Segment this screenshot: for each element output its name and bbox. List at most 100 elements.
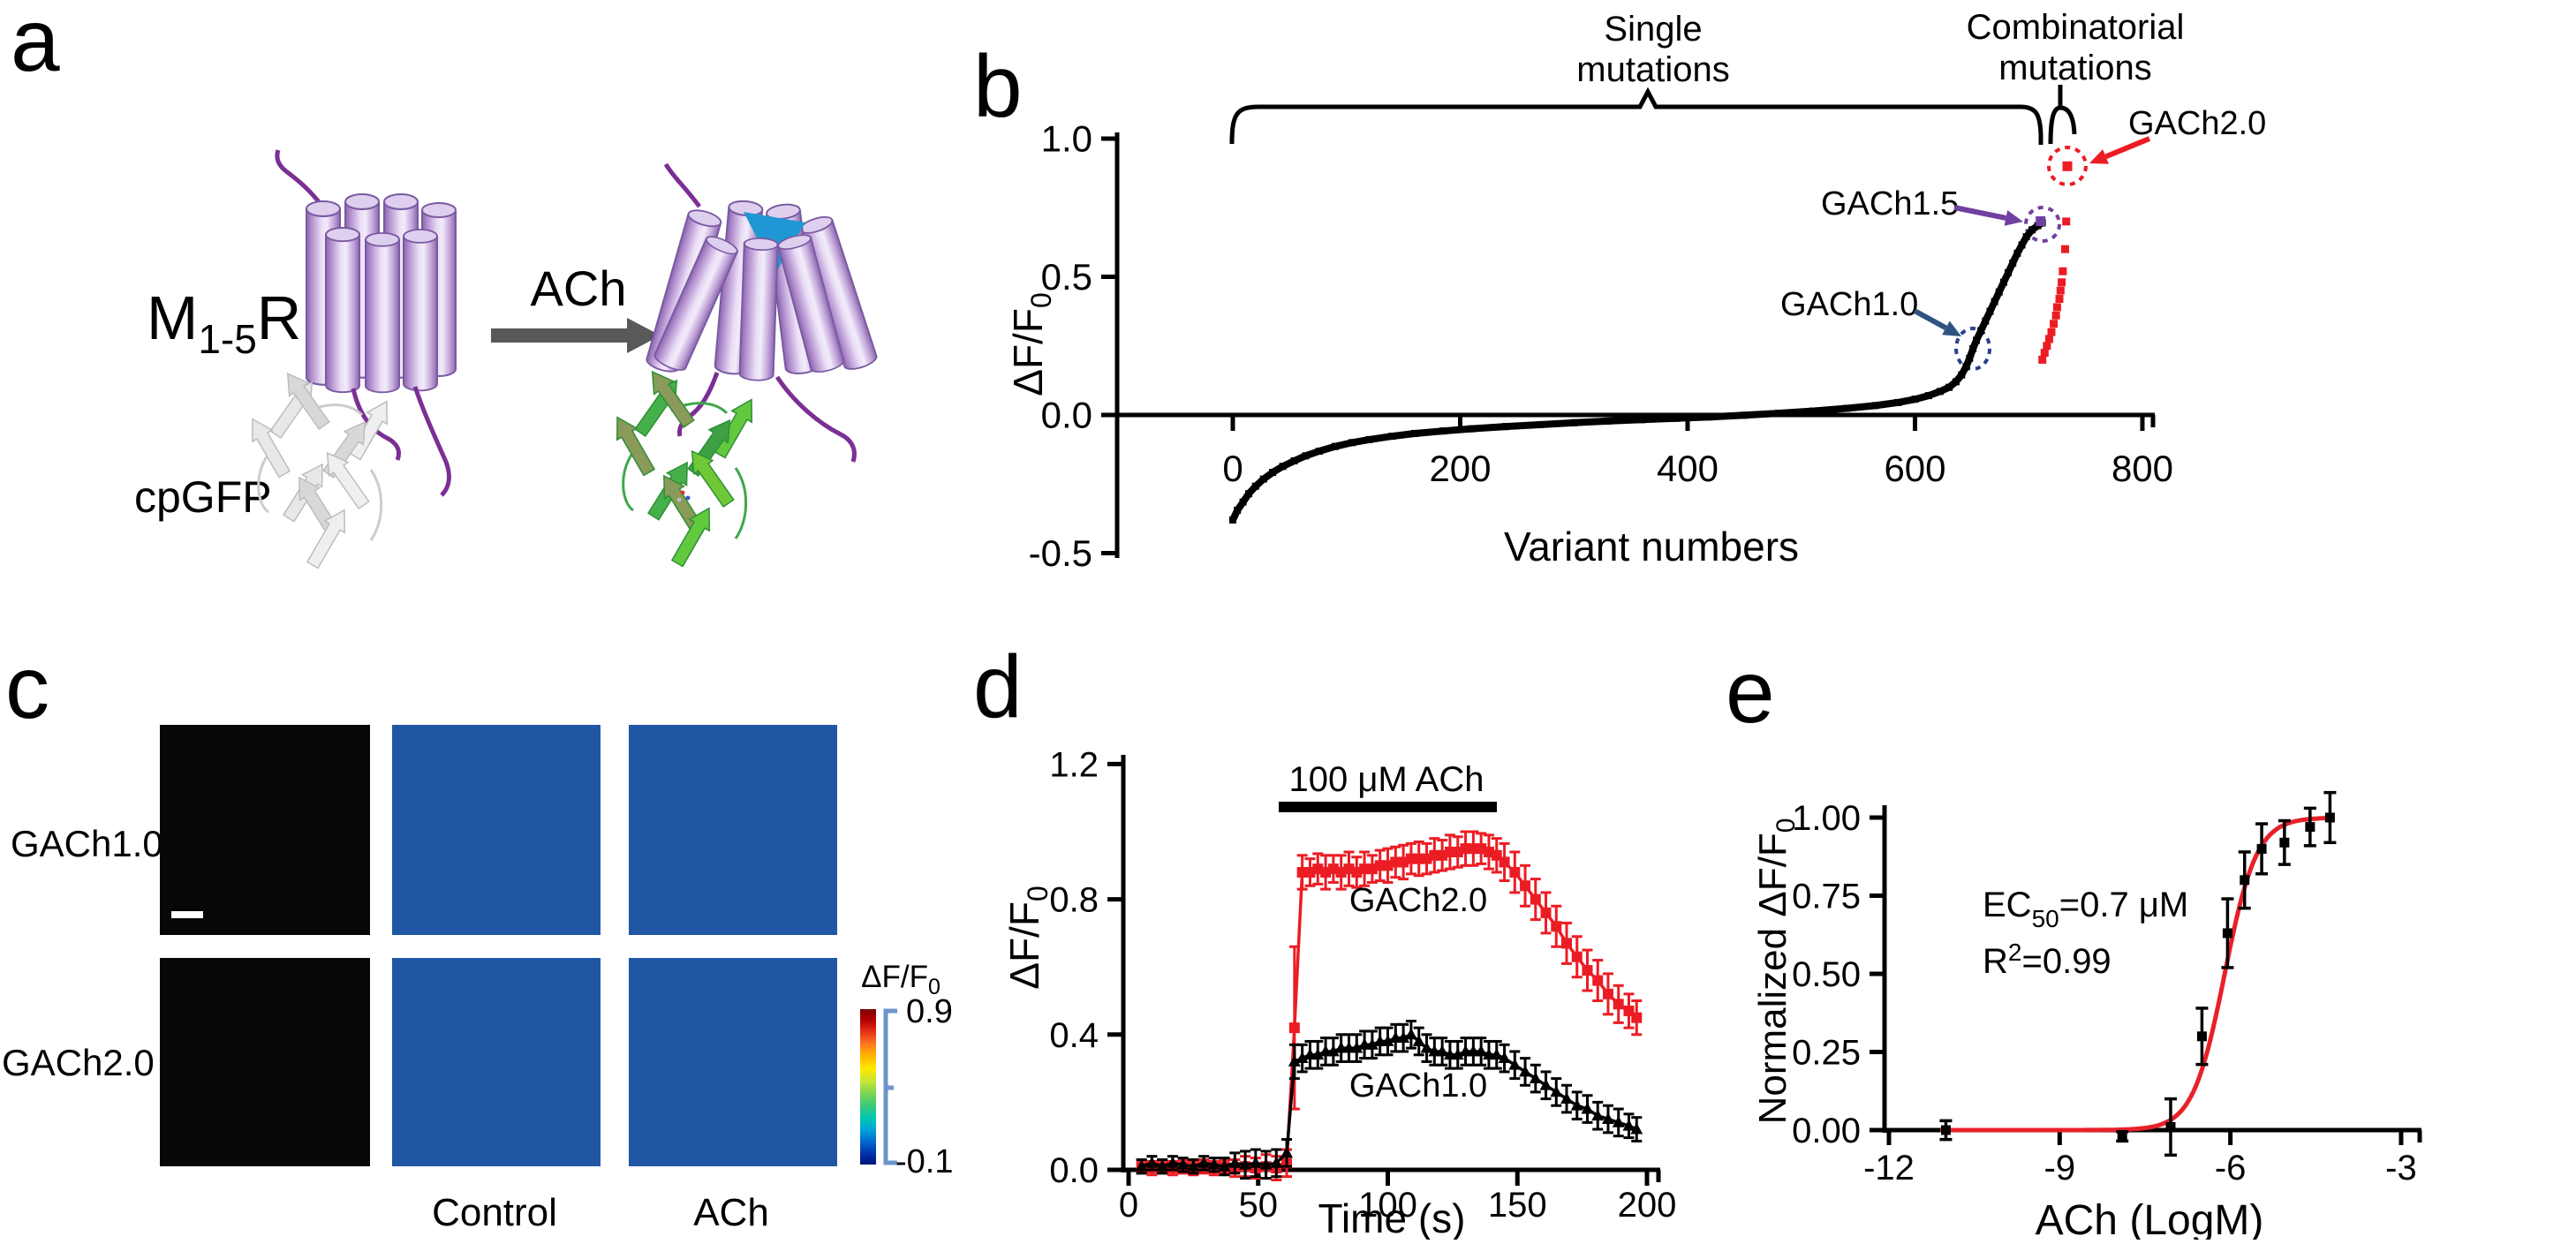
gach15-arrow-icon [1953,205,2007,221]
dose-response-point [2256,843,2267,854]
GACh1.0-data-point [1239,1157,1252,1170]
single-mutations-brace-icon [1229,87,2043,145]
x-tick-label: 200 [1429,448,1491,489]
callout-arrows [1913,136,2151,336]
d-gach20-trace-label: GACh2.0 [1349,882,1487,919]
GACh1.0-data-point [1581,1102,1594,1114]
x-tick-label: -12 [1863,1149,1915,1187]
single-mutation-point [1411,429,1418,437]
colorbar-title: ΔF/F0 [861,960,941,999]
GACh1.0-data-point [1358,1037,1371,1050]
GACh2.0-data-point [1288,1022,1300,1034]
receptor-tail-icon [351,388,401,461]
b-y-axis-title: ΔF/F0 [1005,292,1057,396]
y-tick-label: 0.0 [1041,395,1092,436]
receptor-tail-icon [275,149,329,214]
c-row2-label: GACh2.0 [2,1042,155,1083]
GACh1.0-data-point [1539,1078,1552,1090]
GACh2.0-data-point [1582,965,1593,976]
dose-response-point [2305,822,2315,833]
y-tick-label: -0.5 [1029,532,1092,574]
panel-a-label: a [11,0,60,90]
combinatorial-mutation-point [2044,335,2053,343]
single-mutation-point [1269,469,1277,477]
GACh1.0-data-point [1145,1156,1159,1168]
GACh1.0-data-point [1428,1044,1441,1057]
c-col-control-label: Control [432,1191,557,1234]
single-mutation-point [1952,378,1960,386]
beta-barrel-loop-icon [257,456,269,514]
single-mutation-point [1871,402,1879,410]
GACh1.0-data-point [1591,1109,1605,1121]
e-data-points [1939,790,2337,1157]
single-mutation-point [1673,414,1681,422]
GACh1.0-data-point [1459,1044,1472,1057]
GACh1.0-data-point [1373,1035,1386,1046]
GACh1.0-data-point [1166,1156,1179,1168]
panel-d-label: d [973,637,1023,736]
single-mutation-point [1290,456,1298,464]
ach-arrow-label: ACh [531,260,627,316]
single-mutation-point [1502,423,1509,431]
y-tick-label: 0.00 [1792,1112,1861,1150]
single-mutation-point [1536,420,1544,428]
dose-response-point [2324,812,2335,823]
x-tick-label: -9 [2044,1149,2076,1187]
cpgfp-label: cpGFP [134,472,272,522]
gach20-arrow-icon [2089,149,2109,164]
ec50-annotation: EC50=0.7 μM [1983,886,2188,932]
d-gach10-trace-label: GACh1.0 [1349,1067,1487,1105]
single-mutation-point [1962,363,1970,371]
single-mutation-point [1986,307,1994,315]
GACh1.0-data-point [1412,1035,1425,1046]
gach15-point [2036,215,2046,226]
single-mutation-point [1570,418,1578,426]
GACh1.0-data-point [1498,1052,1511,1064]
y-tick-label: 1.00 [1792,799,1861,838]
single-mutation-point [1245,490,1253,498]
combinatorial-mutation-point [2052,303,2061,312]
GACh2.0-data-point [1499,856,1510,868]
single-mutation-point [1234,506,1242,514]
y-tick-label: 1.2 [1049,745,1099,784]
colorbar-max-label: 0.9 [906,993,953,1030]
gach15-callout-label: GACh1.5 [1821,185,1959,222]
dose-response-point [2222,928,2232,939]
GACh1.0-data-point [1259,1157,1273,1170]
GACh1.0-data-point [1218,1159,1231,1172]
x-tick-label: 100 [1358,1186,1417,1225]
panel-b-label: b [973,37,1023,136]
sigmoid-fit-curve [1940,815,2333,1133]
single-mutation-point [1468,425,1476,433]
combinatorial-mutation-point [2040,349,2049,358]
GACh1.0-data-point [1630,1122,1643,1135]
combinatorial-mutation-point [2043,342,2051,351]
GACh1.0-data-point [1443,1048,1456,1060]
dose-response-point [2117,1131,2127,1142]
receptor-tail-icon [663,162,702,208]
x-tick-label: 400 [1657,448,1719,489]
single-mutation-point [1388,433,1396,441]
GACh1.0-data-point [1570,1098,1583,1111]
GACh1.0-data-point [1365,1037,1379,1050]
panel-c-label: c [5,638,49,737]
GACh1.0-data-point [1135,1159,1148,1172]
combinatorial-mutation-point [2062,217,2071,226]
c-row1-label: GACh1.0 [11,823,163,864]
single-mutation-point [1995,288,2003,296]
c-col-ach-label: ACh [693,1191,769,1234]
single-mutation-point [2009,259,2017,267]
GACh1.0-data-point [1389,1031,1402,1044]
c-image-gach20-fluorescence [160,958,370,1166]
y-tick-label: 0.0 [1049,1151,1099,1190]
e-x-axis-title: ACh (LogM) [2036,1197,2264,1240]
GACh1.0-data-point [1483,1048,1495,1060]
b-axes: 1.0 0.5 0.0 -0.5 0 200 400 600 800 [1029,118,2173,575]
panel-d-timecourse: d 0.0 0.4 0.8 1.2 0 50 100 150 200 100 μM ACh GA… [973,637,1676,1241]
beta-barrel-loop-icon [622,454,634,512]
GACh1.0-data-point [1519,1065,1532,1077]
dose-response-point [2279,837,2290,848]
panel-a-schematic: a M1-5R cpGFP ACh [11,0,880,572]
cpgfp-active-icon [606,364,763,570]
GACh1.0-data-point [1397,1031,1410,1044]
